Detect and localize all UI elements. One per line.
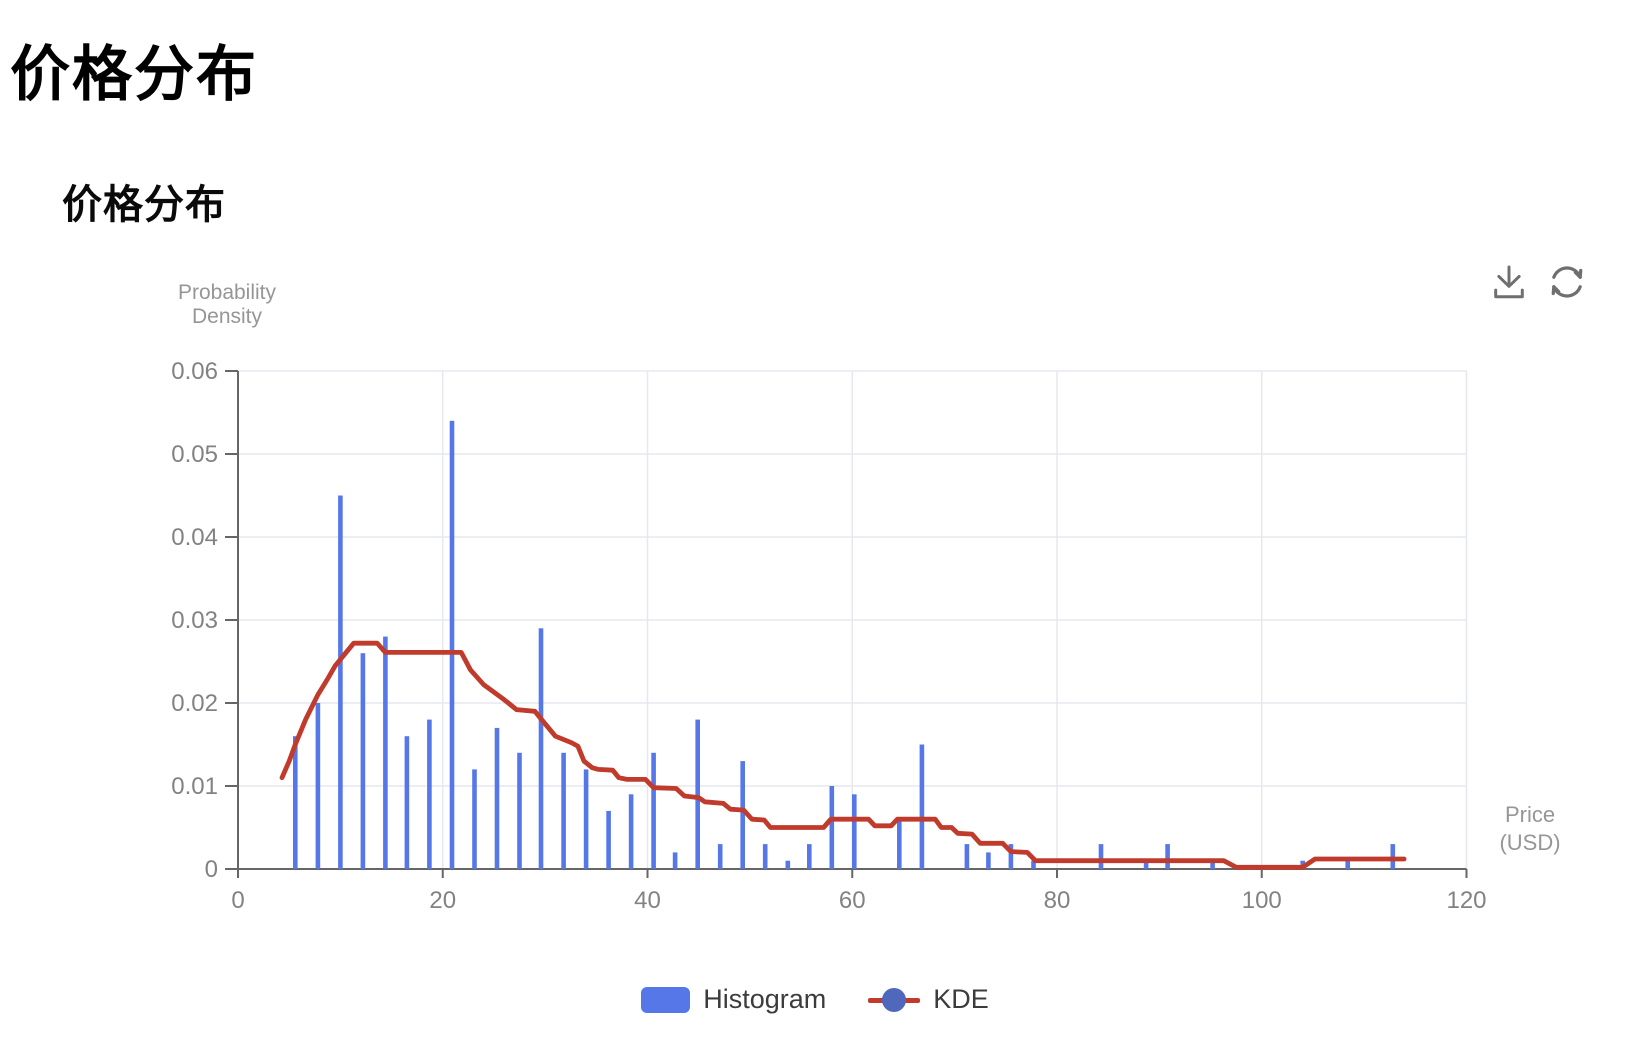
chart-legend: Histogram KDE (0, 984, 1630, 1015)
tick-labels: 0 0.01 0.02 0.03 0.04 0.05 0.06 0 20 40 60 80 100 120 (171, 358, 1486, 914)
kde-swatch (868, 987, 921, 1013)
histogram-bar (1210, 860, 1215, 869)
histogram-bar (919, 744, 925, 869)
svg-text:80: 80 (1044, 887, 1071, 914)
histogram-bar (315, 703, 321, 869)
histogram-bar (293, 736, 298, 869)
histogram-bar (517, 752, 522, 869)
histogram-bar (628, 794, 634, 869)
kde-swatch-marker (882, 987, 907, 1012)
histogram-bar (538, 628, 544, 869)
svg-text:0.03: 0.03 (171, 607, 218, 634)
histogram-bar (1098, 844, 1104, 869)
histogram-bar (1390, 844, 1396, 869)
histogram-bars[interactable] (293, 420, 1396, 869)
histogram-bar (1008, 844, 1014, 869)
histogram-bar (964, 844, 970, 869)
page-title: 价格分布 (10, 41, 258, 108)
histogram-bar (740, 761, 745, 869)
histogram-bar (606, 810, 611, 869)
kde-line[interactable] (279, 640, 1407, 870)
y-axis-title: Probability Density (177, 281, 277, 328)
histogram-bar (561, 752, 566, 869)
download-icon (1494, 265, 1524, 299)
refresh-button[interactable] (1544, 258, 1590, 306)
svg-text:40: 40 (634, 887, 661, 914)
svg-text:0.06: 0.06 (171, 358, 218, 385)
histogram-bar (494, 727, 500, 869)
histogram-bar (695, 719, 700, 869)
svg-text:60: 60 (839, 887, 866, 914)
histogram-bar (651, 752, 656, 869)
x-axis-title: Price (USD) (1499, 802, 1561, 855)
histogram-bar (383, 636, 388, 869)
histogram-bar (1165, 844, 1170, 869)
histogram-bar (404, 736, 410, 869)
refresh-icon (1551, 266, 1583, 298)
histogram-bar (829, 786, 835, 869)
svg-text:0: 0 (205, 856, 218, 883)
histogram-bar (360, 653, 366, 869)
chart-title: 价格分布 (62, 183, 226, 227)
svg-text:0.04: 0.04 (171, 524, 218, 551)
legend-item-histogram[interactable]: Histogram (641, 984, 826, 1015)
histogram-bar (852, 794, 857, 869)
download-button[interactable] (1486, 258, 1532, 306)
chart-toolbox (1486, 258, 1590, 306)
histogram-swatch (641, 986, 691, 1013)
histogram-bar (762, 844, 768, 869)
svg-text:0.05: 0.05 (171, 441, 218, 468)
histogram-bar (583, 769, 589, 869)
legend-item-kde[interactable]: KDE (868, 984, 989, 1015)
histogram-bar (986, 852, 991, 869)
histogram-bar (807, 844, 812, 869)
svg-text:0: 0 (231, 887, 244, 914)
svg-text:100: 100 (1242, 887, 1282, 914)
histogram-bar (897, 819, 902, 869)
histogram-bar (785, 860, 791, 869)
gridlines (238, 370, 1468, 869)
histogram-bar (449, 420, 455, 869)
histogram-bar (717, 844, 723, 869)
histogram-bar (472, 769, 477, 869)
histogram-bar (427, 719, 432, 869)
histogram-bar (672, 852, 678, 869)
legend-label-histogram: Histogram (703, 984, 827, 1014)
axes (225, 370, 1468, 878)
histogram-bar (1345, 860, 1350, 869)
histogram-bar (1031, 860, 1036, 869)
svg-text:0.02: 0.02 (171, 690, 218, 717)
svg-text:0.01: 0.01 (171, 773, 218, 800)
histogram-bar (338, 495, 343, 869)
histogram-bar (1143, 860, 1149, 869)
svg-text:20: 20 (429, 887, 456, 914)
svg-text:120: 120 (1446, 887, 1486, 914)
legend-label-kde: KDE (933, 984, 989, 1014)
